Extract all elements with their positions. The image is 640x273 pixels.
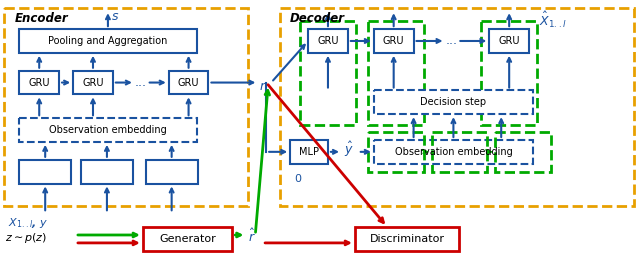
Bar xyxy=(308,29,348,53)
Bar xyxy=(368,132,424,172)
Bar xyxy=(146,160,198,183)
Bar xyxy=(73,71,113,94)
Bar xyxy=(143,227,232,251)
Text: $\hat{X}_{1..l}$: $\hat{X}_{1..l}$ xyxy=(539,10,567,31)
Text: ...: ... xyxy=(135,76,147,89)
Bar xyxy=(4,8,248,206)
Bar xyxy=(19,160,71,183)
Text: GRU: GRU xyxy=(383,36,404,46)
Text: Discriminator: Discriminator xyxy=(370,234,445,244)
Text: GRU: GRU xyxy=(82,78,104,88)
Text: GRU: GRU xyxy=(317,36,339,46)
Bar xyxy=(495,132,551,172)
Bar xyxy=(431,132,487,172)
Bar xyxy=(374,90,533,114)
Text: $0$: $0$ xyxy=(294,172,303,184)
Bar xyxy=(481,21,537,125)
Bar xyxy=(374,140,533,164)
Bar xyxy=(368,21,424,125)
Text: GRU: GRU xyxy=(499,36,520,46)
Text: GRU: GRU xyxy=(178,78,199,88)
Text: MLP: MLP xyxy=(299,147,319,157)
Text: Observation embedding: Observation embedding xyxy=(49,125,167,135)
Bar xyxy=(19,71,59,94)
Text: ...: ... xyxy=(445,34,458,48)
Text: $r$: $r$ xyxy=(259,80,267,93)
Text: Decoder: Decoder xyxy=(290,12,345,25)
Bar xyxy=(489,29,529,53)
Text: Generator: Generator xyxy=(159,234,216,244)
Bar xyxy=(355,227,460,251)
Bar xyxy=(374,29,413,53)
Text: Encoder: Encoder xyxy=(14,12,68,25)
Text: $X_{1..l}$, $y$: $X_{1..l}$, $y$ xyxy=(8,216,49,230)
Bar xyxy=(19,29,196,53)
Text: GRU: GRU xyxy=(28,78,50,88)
Bar xyxy=(169,71,209,94)
Text: $z{\sim}p(z)$: $z{\sim}p(z)$ xyxy=(5,231,47,245)
Bar xyxy=(81,160,133,183)
Text: Observation embedding: Observation embedding xyxy=(394,147,512,157)
Text: Pooling and Aggregation: Pooling and Aggregation xyxy=(48,36,168,46)
Text: $s$: $s$ xyxy=(111,10,119,23)
Bar xyxy=(19,118,196,142)
Text: $\hat{y}$: $\hat{y}$ xyxy=(344,140,354,159)
Text: Decision step: Decision step xyxy=(420,97,486,107)
Bar xyxy=(290,140,328,164)
Text: $\hat{r}$: $\hat{r}$ xyxy=(248,229,256,245)
Bar xyxy=(280,8,634,206)
Bar xyxy=(300,21,356,125)
